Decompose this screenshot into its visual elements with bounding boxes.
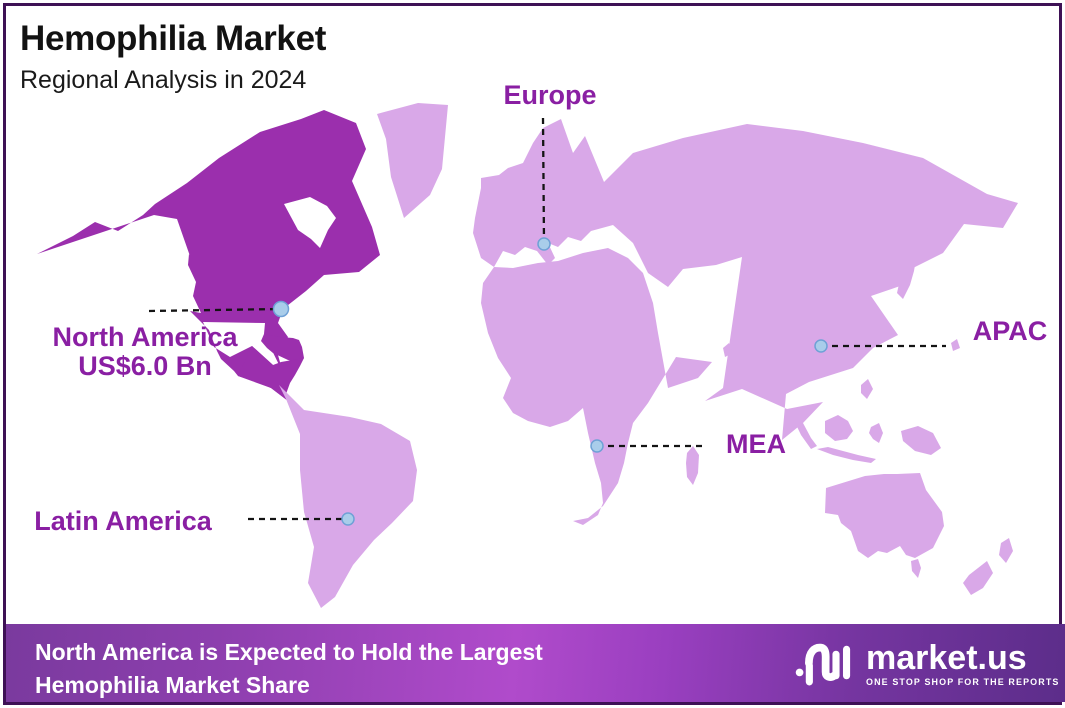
svg-text:MEA: MEA: [726, 429, 786, 459]
svg-text:Europe: Europe: [503, 80, 596, 110]
svg-text:Latin America: Latin America: [34, 506, 213, 536]
svg-text:North America: North America: [52, 322, 238, 352]
svg-text:APAC: APAC: [973, 316, 1048, 346]
svg-text:US$6.0 Bn: US$6.0 Bn: [78, 351, 212, 381]
